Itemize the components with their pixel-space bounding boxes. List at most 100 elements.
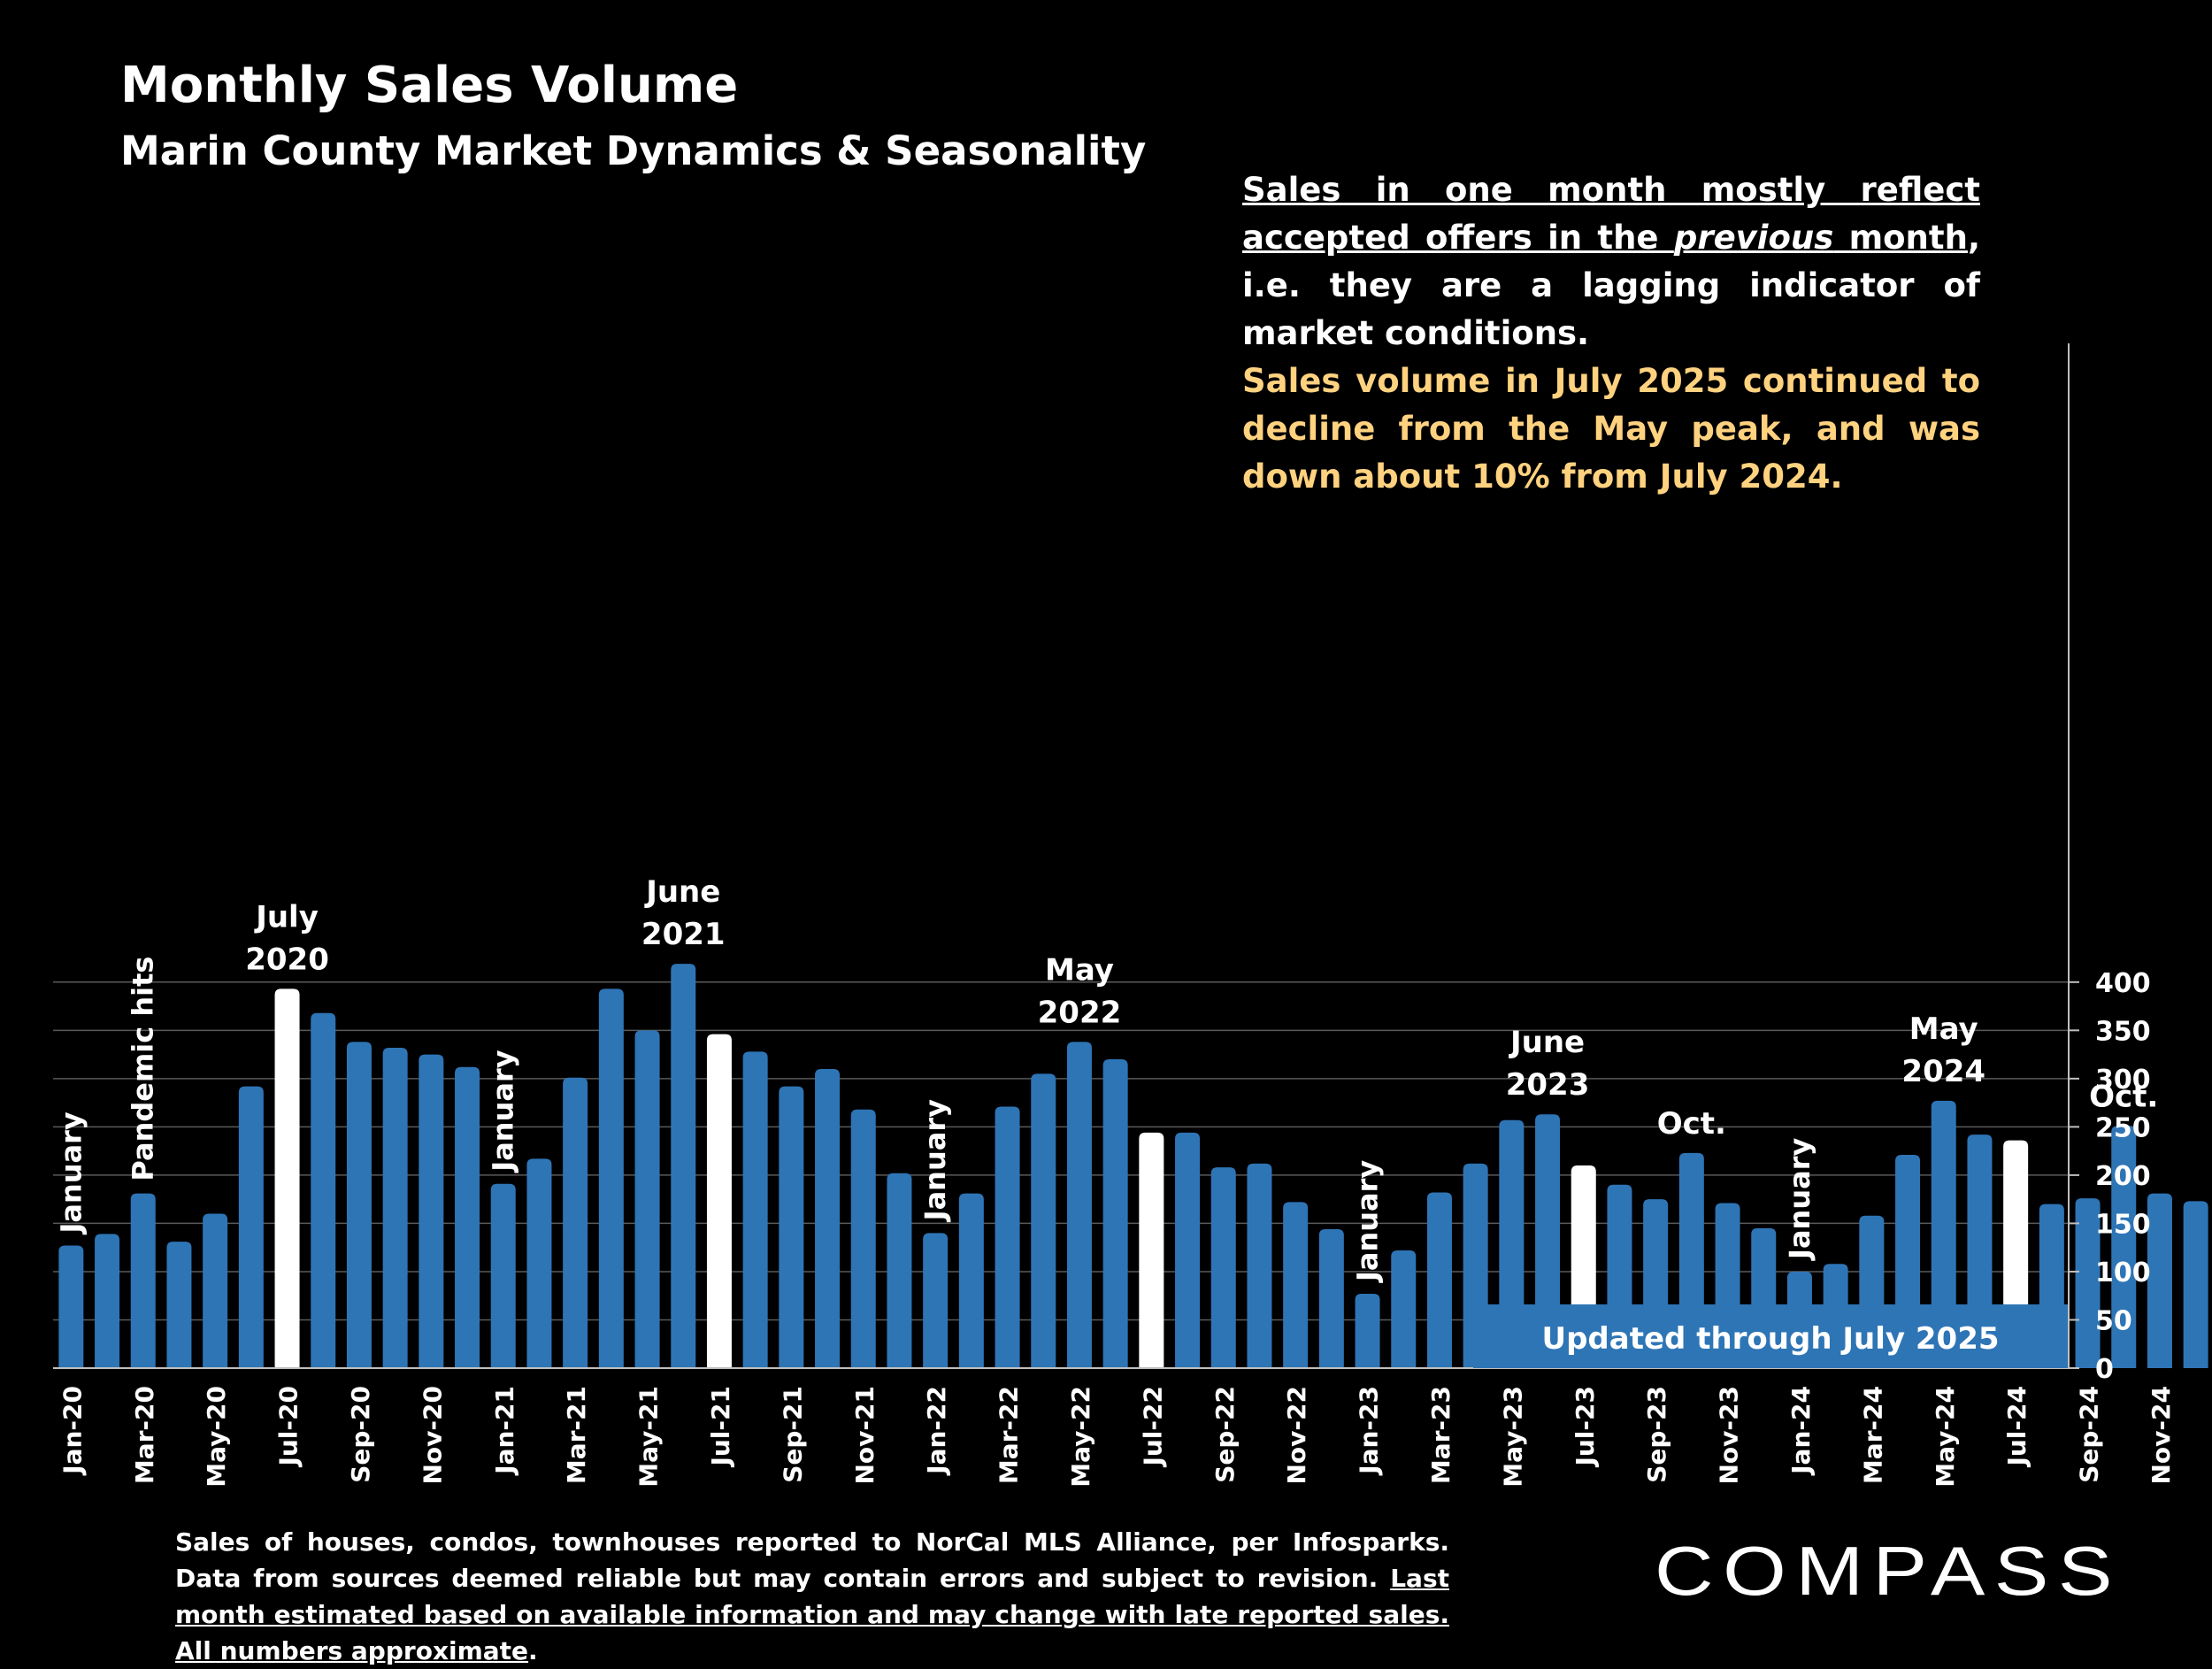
bar (923, 1233, 949, 1368)
compass-logo-text: COMPASS (1655, 1532, 2122, 1609)
lagging-indicator-note: Sales in one month mostly reflect accept… (1242, 166, 1980, 358)
x-tick-label: May-20 (202, 1386, 231, 1488)
highlighted-bar (1139, 1132, 1164, 1368)
chart-subtitle: Marin County Market Dynamics & Seasonali… (120, 127, 1147, 174)
bar (598, 988, 624, 1368)
bar (742, 1051, 768, 1368)
bar (526, 1158, 552, 1368)
y-tick-label: 100 (2095, 1258, 2151, 1288)
x-tick-label: Jan-22 (922, 1386, 951, 1476)
annotation-label: January (487, 1050, 520, 1173)
annotation-label: May (1045, 952, 1114, 988)
bar (995, 1106, 1020, 1368)
x-tick-label: Mar-21 (562, 1386, 591, 1484)
update-banner-label: Updated through July 2025 (1541, 1321, 1999, 1357)
bar (2147, 1193, 2172, 1368)
bar (419, 1054, 444, 1368)
annotation-label: June (1509, 1025, 1585, 1060)
x-tick-label: Jul-22 (1138, 1386, 1167, 1468)
bar (130, 1193, 156, 1368)
bar (1391, 1250, 1417, 1368)
x-tick-label: Jul-20 (274, 1386, 303, 1468)
x-tick-label: Nov-22 (1282, 1386, 1311, 1485)
bar (203, 1213, 228, 1368)
x-tick-label: Mar-22 (995, 1386, 1024, 1484)
bar (563, 1077, 588, 1368)
annotation-label: 2023 (1506, 1067, 1590, 1103)
annotation-label: Oct. (1657, 1106, 1726, 1142)
annotation-label: June (644, 874, 720, 910)
x-tick-label: Nov-20 (418, 1386, 447, 1485)
bar (238, 1086, 264, 1368)
x-tick-label: Jan-24 (1786, 1386, 1816, 1476)
x-tick-label: Jul-24 (2002, 1386, 2032, 1468)
x-tick-label: Nov-21 (850, 1386, 879, 1485)
chart-title: Monthly Sales Volume (120, 57, 739, 114)
x-tick-label: Sep-20 (346, 1386, 375, 1483)
note1-text-a: Sales in one month mostly reflect accept… (1242, 171, 1980, 257)
x-tick-label: Mar-24 (1858, 1386, 1887, 1484)
annotation-label: January (1783, 1138, 1816, 1261)
bar (634, 1030, 660, 1368)
x-tick-label: Nov-23 (1715, 1386, 1744, 1485)
annotation-label: 2021 (641, 917, 726, 952)
bar (671, 964, 696, 1368)
annotation-label: July (254, 899, 319, 934)
bar (1283, 1202, 1309, 1368)
bar (2111, 1126, 2137, 1368)
annotation-label: Pandemic hits (127, 957, 160, 1181)
y-tick-label: 150 (2095, 1209, 2151, 1240)
bar (1426, 1192, 1452, 1368)
x-tick-label: Sep-21 (778, 1386, 807, 1483)
x-tick-label: Jul-21 (706, 1386, 735, 1468)
x-tick-label: Mar-23 (1426, 1386, 1455, 1484)
bar (1247, 1163, 1272, 1368)
x-tick-label: Jan-23 (1355, 1386, 1384, 1476)
x-tick-label: Nov-24 (2147, 1386, 2176, 1485)
bar (346, 1042, 372, 1368)
annotation-label: January (1351, 1160, 1385, 1283)
bar (2183, 1201, 2208, 1368)
bar (455, 1066, 480, 1368)
x-tick-label: May-23 (1498, 1386, 1527, 1488)
y-tick-label: 300 (2095, 1065, 2151, 1096)
x-tick-label: Mar-20 (130, 1386, 159, 1484)
bar (958, 1193, 984, 1368)
bar (1931, 1100, 1956, 1368)
note1-text-c: month (1833, 219, 1968, 257)
footnote-end: . (528, 1636, 538, 1665)
update-banner (1473, 1304, 2068, 1368)
highlighted-bar (274, 988, 300, 1368)
x-tick-label: Sep-24 (2075, 1386, 2104, 1483)
bar (850, 1109, 876, 1368)
bar (1031, 1073, 1056, 1368)
bar (490, 1183, 516, 1368)
y-tick-label: 0 (2095, 1354, 2114, 1385)
bar (1102, 1059, 1128, 1368)
bar (382, 1047, 408, 1368)
annotation-label: January (918, 1099, 952, 1222)
bar (2075, 1198, 2101, 1368)
x-tick-label: May-24 (1931, 1386, 1960, 1488)
bar (311, 1012, 336, 1368)
annotation-label: 2020 (245, 942, 329, 977)
highlighted-bar (706, 1034, 732, 1368)
x-tick-label: Sep-23 (1642, 1386, 1671, 1483)
y-tick-label: 350 (2095, 1016, 2151, 1047)
x-tick-label: Jul-23 (1571, 1386, 1600, 1468)
annotation-label: 2024 (1901, 1054, 1985, 1089)
bar (1210, 1167, 1236, 1368)
annotation-label: May (1909, 1011, 1978, 1047)
bar (58, 1245, 84, 1368)
bar (887, 1173, 912, 1368)
july-2025-note: Sales volume in July 2025 continued to d… (1242, 362, 1980, 496)
footnote-plain: Sales of houses, condos, townhouses repo… (175, 1527, 1449, 1593)
x-tick-label: Jan-20 (58, 1386, 87, 1476)
bar (815, 1068, 841, 1368)
note1-text-d: , i.e. they are a lagging indicator of m… (1242, 219, 1980, 352)
bar (1066, 1042, 1092, 1368)
y-tick-label: 200 (2095, 1161, 2151, 1192)
x-tick-label: Sep-22 (1210, 1386, 1240, 1483)
note1-emphasis: previous (1673, 219, 1834, 257)
bar (779, 1086, 804, 1368)
